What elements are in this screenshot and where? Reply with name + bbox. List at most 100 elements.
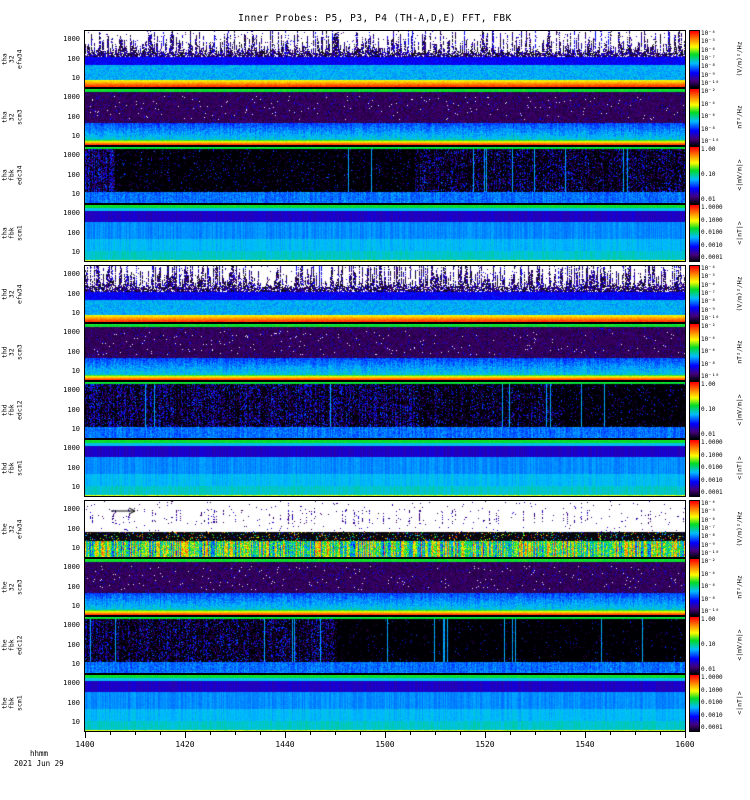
y-tick-label: 100 <box>67 171 80 179</box>
colorbar-tick-label: 10⁻⁹ <box>701 306 716 314</box>
y-tick-label: 100 <box>67 641 80 649</box>
colorbar-ticks: 10⁻² 10⁻⁴ 10⁻⁶ 10⁻⁸ 10⁻¹⁰ <box>701 89 732 145</box>
panel-label-line: efw34 <box>15 284 24 304</box>
y-tick-label: 1000 <box>63 621 80 629</box>
spectrogram-canvas <box>85 31 685 87</box>
colorbar <box>689 500 700 558</box>
y-tick-label: 100 <box>67 583 80 591</box>
colorbar-tick-label: 0.0001 <box>701 254 723 261</box>
colorbar <box>689 204 700 262</box>
colorbar-tick-label: 10⁻¹⁰ <box>701 373 720 380</box>
y-tick-label: 1000 <box>63 444 80 452</box>
colorbar-unit: <|mV/m|> <box>735 394 744 426</box>
spectrogram-panel: the fbk edc12 1000 100 10 1.00 0.10 0.01 <|mV/… <box>0 616 750 674</box>
colorbar-tick-label: 1.00 <box>701 616 716 623</box>
y-tick-label: 1000 <box>63 328 80 336</box>
y-tick-label: 1000 <box>63 209 80 217</box>
spectrogram-panel: thd fbk scm1 1000 100 10 1.0000 0.1000 0.0100 0… <box>0 439 750 497</box>
y-tick-label: 1000 <box>63 386 80 394</box>
spectrogram <box>84 30 686 88</box>
panel-label-text: tha fbk edc34 <box>1 165 24 185</box>
y-tick-label: 1000 <box>63 679 80 687</box>
y-tick-label: 100 <box>67 699 80 707</box>
panel-label-line: scm1 <box>15 695 24 711</box>
colorbar-ticks: 10⁻⁴ 10⁻⁵ 10⁻⁶ 10⁻⁷ 10⁻⁸ 10⁻⁹ 10⁻¹⁰ <box>701 266 732 322</box>
y-tick-label: 1000 <box>63 93 80 101</box>
y-tick-label: 10 <box>71 718 80 726</box>
x-tick-label: 1400 <box>75 740 95 749</box>
colorbar-tick-label: 10⁻⁴ <box>701 570 716 578</box>
colorbar <box>689 88 700 146</box>
date-label: 2021 Jun 29 <box>14 759 64 768</box>
spectrogram <box>84 265 686 323</box>
colorbar-tick-label: 10⁻² <box>701 323 716 330</box>
colorbar-unit: (V/m)²/Hz <box>735 511 744 547</box>
panel-label-text: the 32 scm3 <box>1 579 24 595</box>
colorbar-tick-label: 0.0100 <box>701 699 723 706</box>
panel-label: thd 32 scm3 <box>0 323 26 381</box>
colorbar-tick-label: 10⁻⁸ <box>701 298 716 306</box>
colorbar <box>689 674 700 732</box>
y-tick-label: 1000 <box>63 35 80 43</box>
panel-label-line: efw34 <box>15 519 24 539</box>
spectrogram-canvas <box>85 440 685 496</box>
panel-yticks: 1000 100 10 <box>26 265 83 323</box>
colorbar-unit-wrap: <|mV/m|> <box>730 381 749 439</box>
y-tick-label: 100 <box>67 55 80 63</box>
colorbar-tick-label: 10⁻¹⁰ <box>701 608 720 615</box>
y-tick-label: 10 <box>71 425 80 433</box>
x-tick-mark <box>685 732 686 738</box>
colorbar-unit-wrap: <|mV/m|> <box>730 146 749 204</box>
colorbar-tick-label: 10⁻⁶ <box>701 583 716 590</box>
colorbar-tick-label: 10⁻² <box>701 558 716 565</box>
panel-yticks: 1000 100 10 <box>26 500 83 558</box>
colorbar-tick-label: 10⁻⁶ <box>701 281 716 289</box>
colorbar-ticks: 10⁻² 10⁻⁴ 10⁻⁶ 10⁻⁸ 10⁻¹⁰ <box>701 324 732 380</box>
x-tick-label: 1500 <box>375 740 395 749</box>
colorbar-tick-label: 10⁻⁶ <box>701 113 716 120</box>
spectrogram-canvas <box>85 617 685 673</box>
colorbar-tick-label: 10⁻⁹ <box>701 541 716 549</box>
panel-label: thd fbk scm1 <box>0 439 26 497</box>
colorbar-tick-label: 10⁻⁵ <box>701 273 716 281</box>
spectrogram <box>84 674 686 732</box>
x-tick-mark <box>85 732 86 738</box>
x-tick-mark <box>485 732 486 738</box>
colorbar-ticks: 1.00 0.10 0.01 <box>701 617 732 673</box>
spectrogram-canvas <box>85 89 685 145</box>
spectrogram-canvas <box>85 266 685 322</box>
panel-yticks: 1000 100 10 <box>26 674 83 732</box>
colorbar-tick-label: 0.10 <box>701 171 716 178</box>
panel-label: tha fbk scm1 <box>0 204 26 262</box>
colorbar-tick-label: 0.0001 <box>701 724 723 731</box>
panel-label: the 32 scm3 <box>0 558 26 616</box>
spectrogram <box>84 500 686 558</box>
spectrogram-canvas <box>85 559 685 615</box>
panel-label-line: scm3 <box>15 109 24 125</box>
y-tick-label: 10 <box>71 248 80 256</box>
colorbar-tick-label: 10⁻¹⁰ <box>701 79 720 87</box>
colorbar-tick-label: 10⁻⁴ <box>701 100 716 108</box>
colorbar-unit: nT²/Hz <box>735 105 744 129</box>
colorbar-ticks: 10⁻⁴ 10⁻⁵ 10⁻⁶ 10⁻⁷ 10⁻⁸ 10⁻⁹ 10⁻¹⁰ <box>701 31 732 87</box>
panel-label-text: thd fbk edc12 <box>1 400 24 420</box>
x-tick-label: 1420 <box>175 740 195 749</box>
y-tick-label: 1000 <box>63 270 80 278</box>
colorbar-tick-label: 10⁻⁶ <box>701 516 716 524</box>
colorbar-tick-label: 10⁻⁴ <box>701 265 716 272</box>
colorbar <box>689 439 700 497</box>
panel-label-line: edc12 <box>15 400 24 420</box>
spectrogram-canvas <box>85 205 685 261</box>
colorbar-tick-label: 10⁻⁹ <box>701 71 716 79</box>
spectrogram <box>84 146 686 204</box>
panel-yticks: 1000 100 10 <box>26 30 83 88</box>
colorbar-tick-label: 10⁻⁵ <box>701 508 716 516</box>
colorbar <box>689 558 700 616</box>
colorbar-tick-label: 0.1000 <box>701 686 723 694</box>
y-tick-label: 10 <box>71 544 80 552</box>
spectrogram-canvas <box>85 324 685 380</box>
y-tick-label: 10 <box>71 74 80 82</box>
spectrogram-canvas <box>85 147 685 203</box>
spectrogram-panel: tha fbk scm1 1000 100 10 1.0000 0.1000 0.0100 0… <box>0 204 750 262</box>
panel-yticks: 1000 100 10 <box>26 146 83 204</box>
